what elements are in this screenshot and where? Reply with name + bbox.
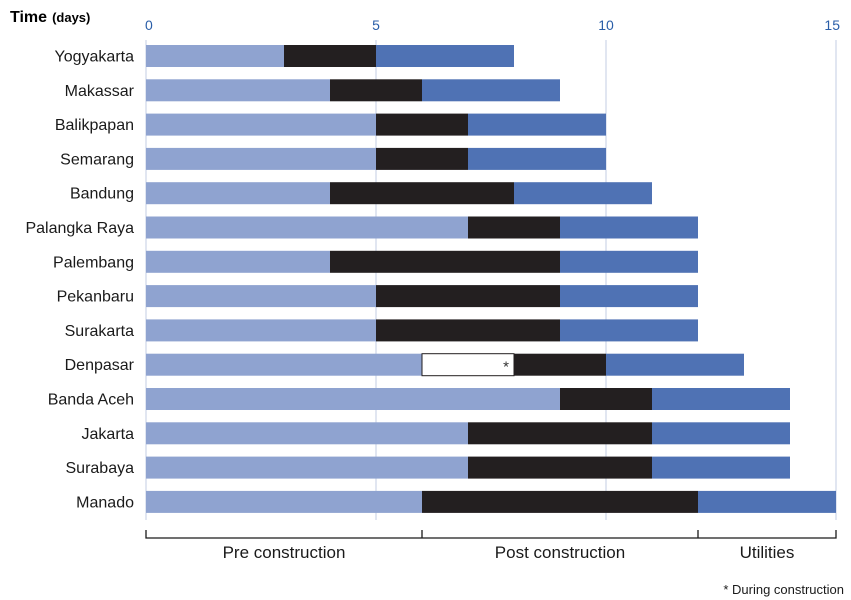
bar-segment xyxy=(514,182,652,205)
category-label: Palembang xyxy=(53,254,134,271)
category-label: Yogyakarta xyxy=(55,49,135,66)
bar-segment xyxy=(146,456,468,479)
bar-segment xyxy=(468,147,606,170)
bar-segment xyxy=(146,45,284,67)
category-label: Surabaya xyxy=(66,460,135,477)
bar-segment xyxy=(606,353,744,376)
category-label: Balikpapan xyxy=(55,117,134,134)
x-tick-label: 10 xyxy=(598,17,614,33)
bar-segment xyxy=(468,456,652,479)
bar-segment xyxy=(422,79,560,102)
bar-segment xyxy=(376,45,514,67)
bar-segment xyxy=(146,388,560,410)
bar-segment xyxy=(560,319,698,342)
bar-segment xyxy=(698,490,836,513)
bracket-layer: Pre construction Post construction Utiliti… xyxy=(145,530,837,562)
category-label: Manado xyxy=(76,494,134,511)
group-bracket xyxy=(145,530,837,539)
category-label: Bandung xyxy=(70,186,134,203)
footnote: * During construction xyxy=(723,582,844,597)
group-label: Post construction xyxy=(495,543,625,562)
bar-segment xyxy=(560,250,698,273)
bar-segment xyxy=(146,79,330,102)
bar-segment xyxy=(146,147,376,170)
bar-segment xyxy=(560,216,698,239)
bar-segment xyxy=(422,490,698,513)
x-axis-title: Time (days) xyxy=(10,9,90,26)
bars-layer: * xyxy=(146,45,836,513)
bar-segment xyxy=(514,353,606,376)
category-label: Surakarta xyxy=(65,323,134,340)
bar-segment xyxy=(376,113,468,136)
bar-segment xyxy=(146,250,330,273)
x-axis-unit: (days) xyxy=(52,10,90,25)
bar-segment xyxy=(146,216,468,239)
bar-segment xyxy=(652,422,790,445)
bar-segment xyxy=(376,285,560,308)
bar-segment xyxy=(146,319,376,342)
category-label: Makassar xyxy=(65,83,135,100)
labels-layer: 0 5 10 15 Yogyakarta Makassar Balikpapan Semara… xyxy=(25,17,840,511)
bar-segment xyxy=(376,147,468,170)
category-label: Banda Aceh xyxy=(48,392,134,409)
category-label: Palangka Raya xyxy=(25,220,134,237)
group-label: Pre construction xyxy=(223,543,346,562)
bar-segment xyxy=(146,353,422,376)
bar-segment xyxy=(376,319,560,342)
bar-segment xyxy=(146,285,376,308)
category-label: Semarang xyxy=(60,151,134,168)
category-label: Denpasar xyxy=(65,357,135,374)
bar-segment xyxy=(652,456,790,479)
bar-segment xyxy=(330,250,560,273)
bar-segment xyxy=(330,182,514,205)
bar-segment xyxy=(560,388,652,410)
bar-segment xyxy=(652,388,790,410)
bar-segment xyxy=(146,113,376,136)
x-tick-label: 15 xyxy=(824,17,840,33)
x-tick-label: 0 xyxy=(145,17,153,33)
category-label: Jakarta xyxy=(82,426,135,443)
group-label: Utilities xyxy=(740,543,795,562)
bar-segment xyxy=(560,285,698,308)
during-construction-marker: * xyxy=(503,359,509,376)
bar-segment xyxy=(146,422,468,445)
bar-segment xyxy=(284,45,376,67)
bar-segment xyxy=(146,490,422,513)
x-axis-title-text: Time xyxy=(10,9,47,26)
bar-segment xyxy=(421,353,515,377)
bar-segment xyxy=(468,216,560,239)
bar-segment xyxy=(146,182,330,205)
bar-segment xyxy=(468,113,606,136)
category-label: Pekanbaru xyxy=(57,289,134,306)
bar-segment xyxy=(468,422,652,445)
bar-segment xyxy=(330,79,422,102)
x-tick-label: 5 xyxy=(372,17,380,33)
grid-layer xyxy=(145,40,837,520)
